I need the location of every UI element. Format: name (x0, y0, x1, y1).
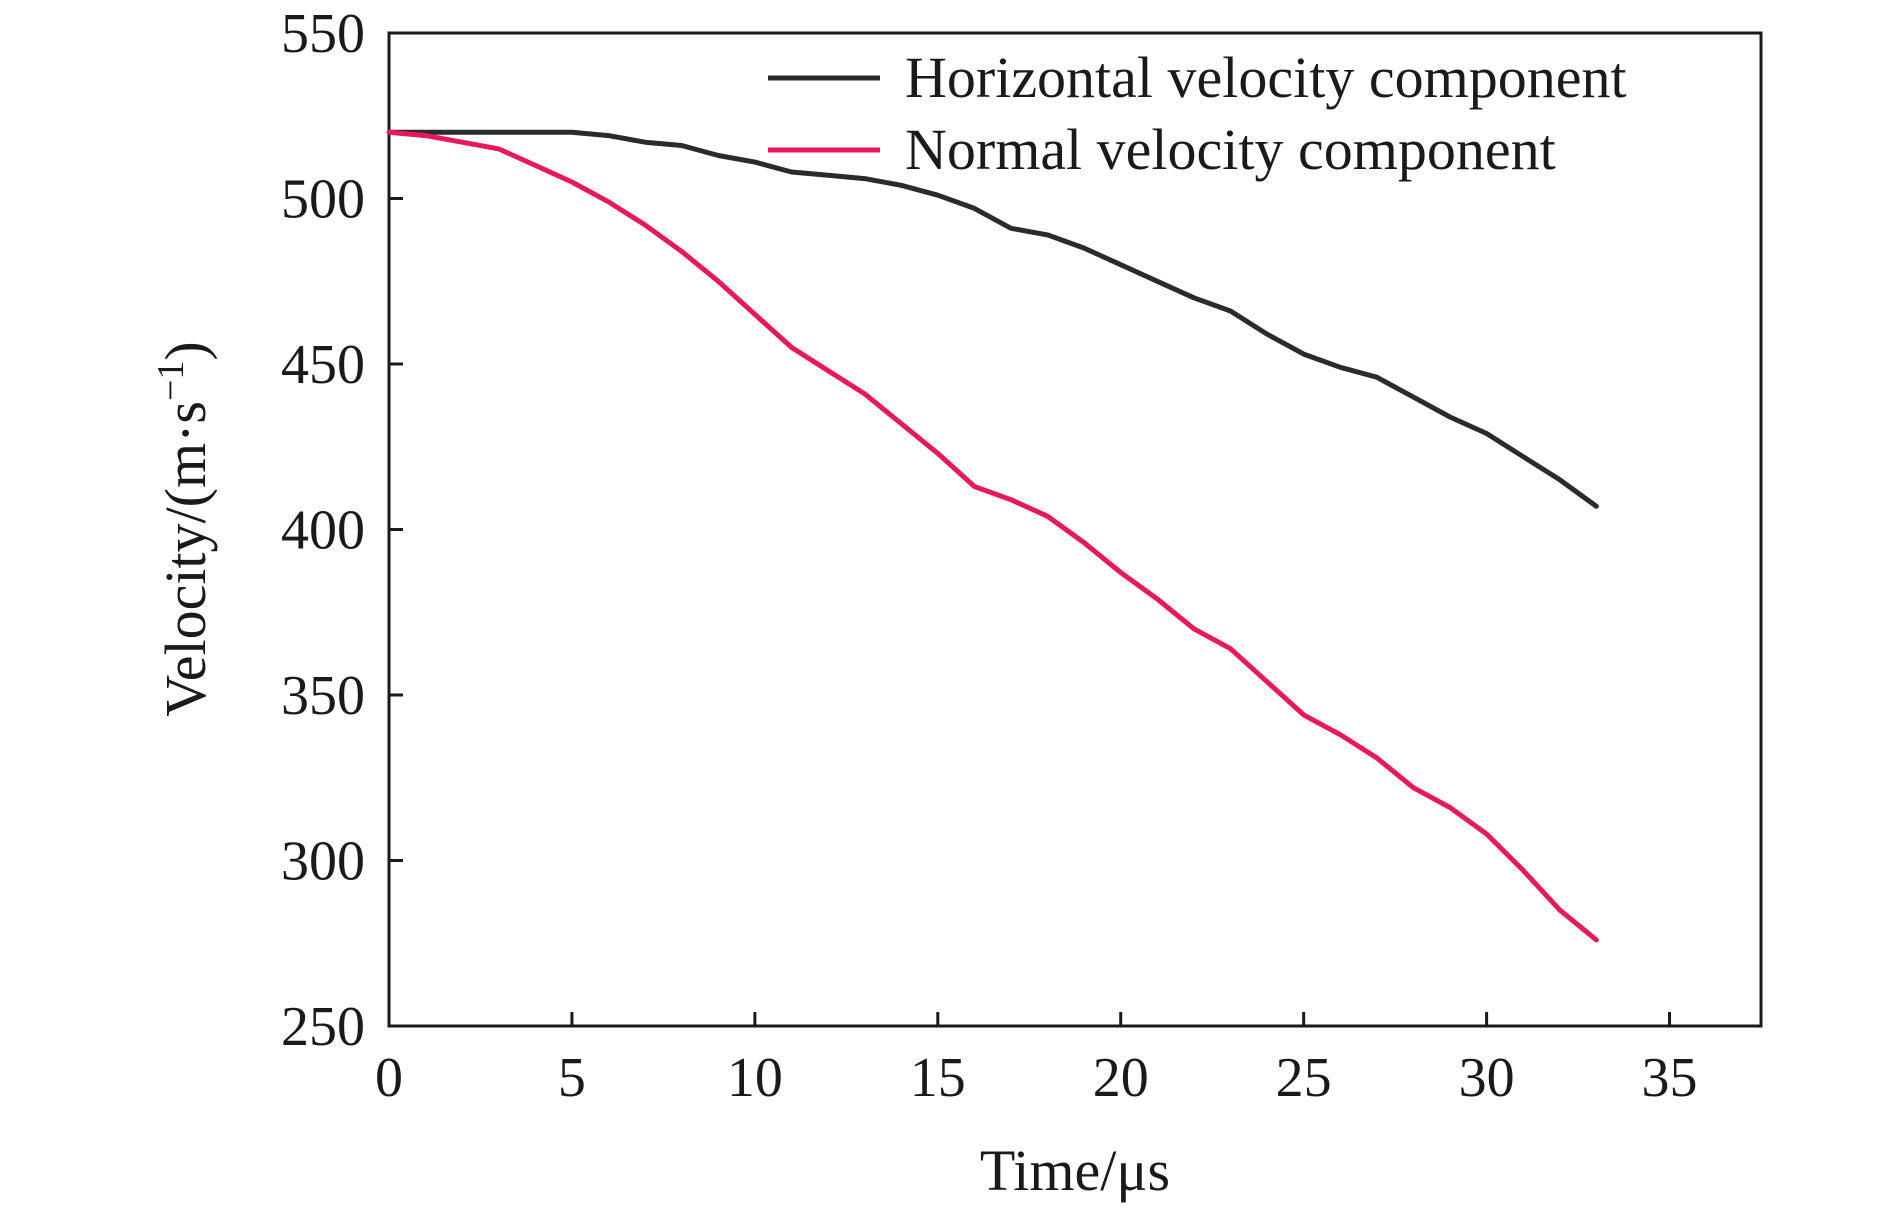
x-tick-label: 20 (1093, 1047, 1149, 1109)
x-tick-label: 35 (1642, 1047, 1698, 1109)
legend-label: Horizontal velocity component (905, 45, 1627, 110)
y-axis-title-close: ) (153, 341, 218, 360)
x-tick-label: 15 (910, 1047, 966, 1109)
y-tick-label: 300 (281, 831, 365, 893)
y-axis-title-main: Velocity/(m·s (153, 401, 218, 717)
x-tick-label: 25 (1276, 1047, 1332, 1109)
y-axis-title: Velocity/(m·s−1) (150, 341, 218, 716)
x-tick-label: 30 (1459, 1047, 1515, 1109)
y-tick-label: 400 (281, 500, 365, 562)
y-tick-label: 350 (281, 665, 365, 727)
x-axis-title: Time/μs (980, 1138, 1170, 1203)
legend: Horizontal velocity component Normal velo… (768, 45, 1627, 182)
x-axis-ticks: 0 5 10 15 20 25 30 35 (375, 1012, 1698, 1109)
series-line-horizontal (386, 129, 1599, 509)
svg-text:Velocity/(m·s−1): Velocity/(m·s−1) (150, 341, 218, 716)
y-tick-label: 550 (281, 3, 365, 65)
x-tick-label: 5 (558, 1047, 586, 1109)
y-tick-label: 250 (281, 996, 365, 1058)
series-line-normal (386, 129, 1599, 943)
y-tick-label: 500 (281, 169, 365, 231)
legend-label: Normal velocity component (905, 117, 1556, 182)
x-tick-label: 10 (727, 1047, 783, 1109)
y-axis-title-sup: −1 (150, 361, 192, 401)
y-tick-label: 450 (281, 334, 365, 396)
series-layer (386, 129, 1599, 943)
x-tick-label: 0 (375, 1047, 403, 1109)
y-axis-ticks: 250 300 350 400 450 500 550 (281, 3, 403, 1058)
